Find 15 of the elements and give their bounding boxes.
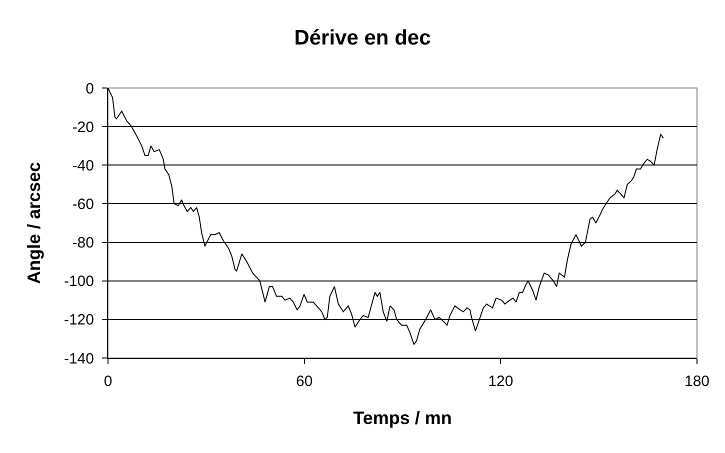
y-tick-label: -40: [72, 157, 94, 174]
y-tick-label: -20: [72, 118, 94, 136]
y-tick-label: -100: [64, 273, 94, 290]
y-tick-label: -140: [64, 350, 94, 368]
x-tick-label: 180: [684, 373, 710, 390]
x-tick-label: 120: [488, 373, 514, 390]
x-axis-title: Temps / mn: [353, 408, 452, 428]
chart-title: Dérive en dec: [294, 26, 432, 50]
y-tick-label: -60: [72, 196, 94, 213]
x-tick-label: 0: [104, 373, 112, 390]
y-tick-label: -120: [64, 312, 94, 329]
x-tick-label: 60: [296, 373, 313, 390]
y-tick-label: -80: [72, 234, 94, 252]
y-axis-title: Angle / arcsec: [24, 162, 44, 284]
y-tick-label: 0: [86, 80, 94, 98]
